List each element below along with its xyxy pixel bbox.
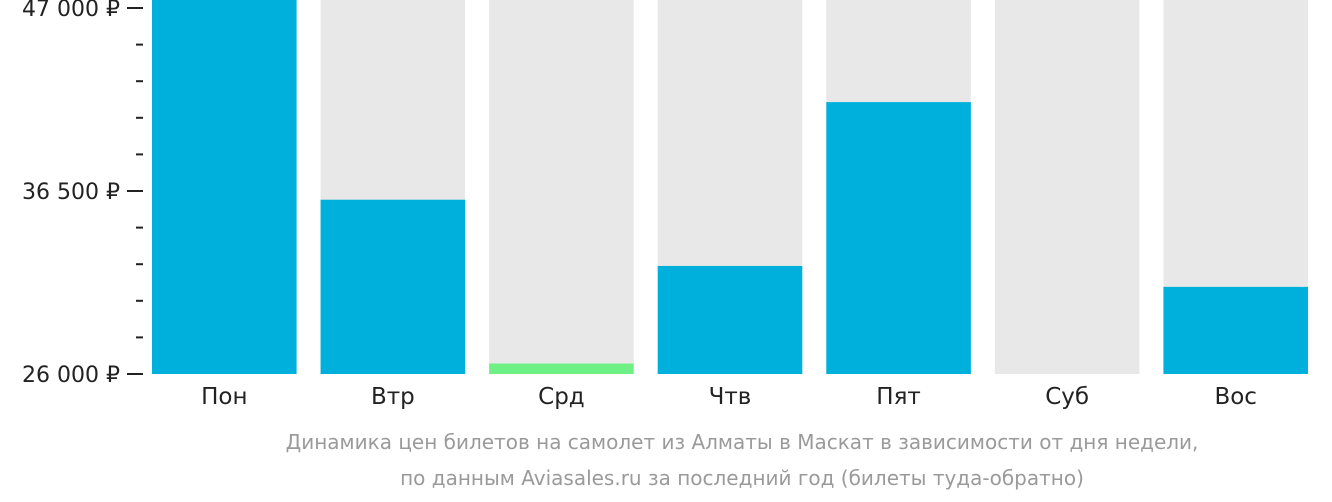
bar-track-2 bbox=[489, 0, 634, 374]
x-tick-label: Чтв bbox=[709, 384, 752, 410]
y-tick-label: 26 000 ₽ bbox=[22, 363, 120, 388]
x-tick-label: Втр bbox=[371, 384, 415, 410]
chart-caption-line-2: по данным Aviasales.ru за последний год … bbox=[400, 466, 1084, 490]
x-tick-label: Пон bbox=[201, 384, 247, 410]
bar-track-5 bbox=[994, 0, 1140, 374]
bar-0 bbox=[152, 0, 297, 374]
y-axis: 26 000 ₽ 36 500 ₽ 47 000 ₽ bbox=[22, 0, 143, 388]
x-tick-label: Пят bbox=[876, 384, 921, 410]
x-tick-label: Срд bbox=[538, 384, 585, 410]
x-axis: Пон Втр Срд Чтв Пят Суб Вос bbox=[201, 384, 1257, 410]
y-tick-label: 36 500 ₽ bbox=[22, 180, 120, 205]
bar-6 bbox=[1163, 286, 1308, 374]
y-tick-label: 47 000 ₽ bbox=[22, 0, 120, 22]
x-tick-label: Вос bbox=[1214, 384, 1257, 410]
price-by-weekday-chart: 26 000 ₽ 36 500 ₽ 47 000 ₽ Пон Втр Срд Чтв Пят… bbox=[22, 0, 1308, 410]
bar-4 bbox=[826, 102, 971, 374]
chart-caption-line-1: Динамика цен билетов на самолет из Алмат… bbox=[285, 430, 1199, 454]
x-tick-label: Суб bbox=[1045, 384, 1089, 410]
bar-1 bbox=[320, 199, 466, 374]
bar-2 bbox=[489, 363, 634, 374]
bars bbox=[152, 0, 1308, 374]
bar-3 bbox=[657, 265, 803, 374]
